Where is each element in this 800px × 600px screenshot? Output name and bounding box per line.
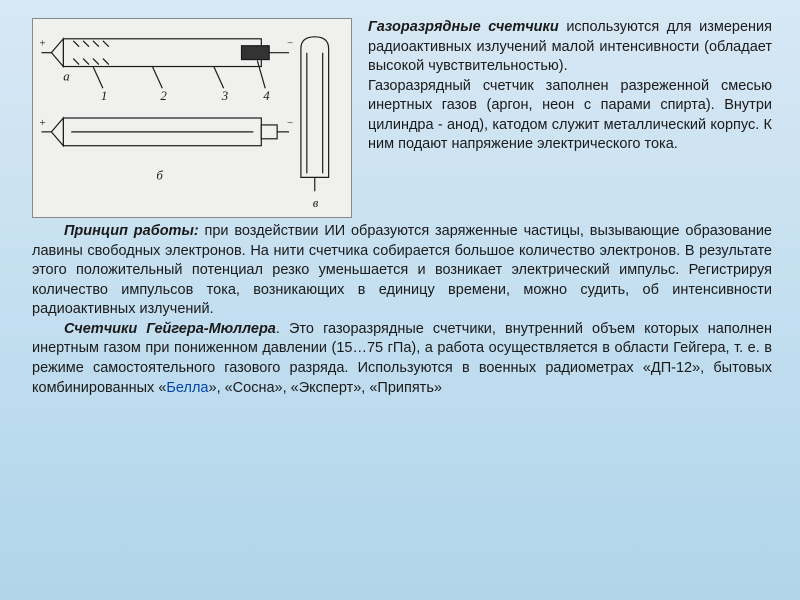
bella-link[interactable]: Белла <box>166 380 208 396</box>
intro-text: Газоразрядные счетчики используются для … <box>368 18 772 218</box>
svg-text:4: 4 <box>263 89 270 103</box>
geiger-label: Счетчики Гейгера-Мюллера <box>64 321 276 337</box>
svg-text:в: в <box>313 196 319 210</box>
svg-text:2: 2 <box>160 89 167 103</box>
svg-text:3: 3 <box>221 89 228 103</box>
svg-text:+: + <box>40 117 46 129</box>
principle-paragraph: Принцип работы: при воздействии ИИ образ… <box>32 222 772 320</box>
svg-text:−: − <box>287 117 293 129</box>
svg-text:−: − <box>287 38 293 50</box>
svg-text:+: + <box>40 38 46 50</box>
geiger-paragraph: Счетчики Гейгера-Мюллера. Это газоразряд… <box>32 320 772 398</box>
intro-p2: Газоразрядный счетчик заполнен разреженн… <box>368 77 772 155</box>
svg-text:а: а <box>63 69 69 83</box>
principle-label: Принцип работы: <box>64 223 199 239</box>
svg-text:1: 1 <box>101 89 107 103</box>
title: Газоразрядные счетчики <box>368 19 559 35</box>
geiger-text2: », «Сосна», «Эксперт», «Припять» <box>209 380 442 396</box>
geiger-counter-diagram: 1 2 3 4 б в а <box>32 18 352 218</box>
svg-text:б: б <box>156 168 163 182</box>
